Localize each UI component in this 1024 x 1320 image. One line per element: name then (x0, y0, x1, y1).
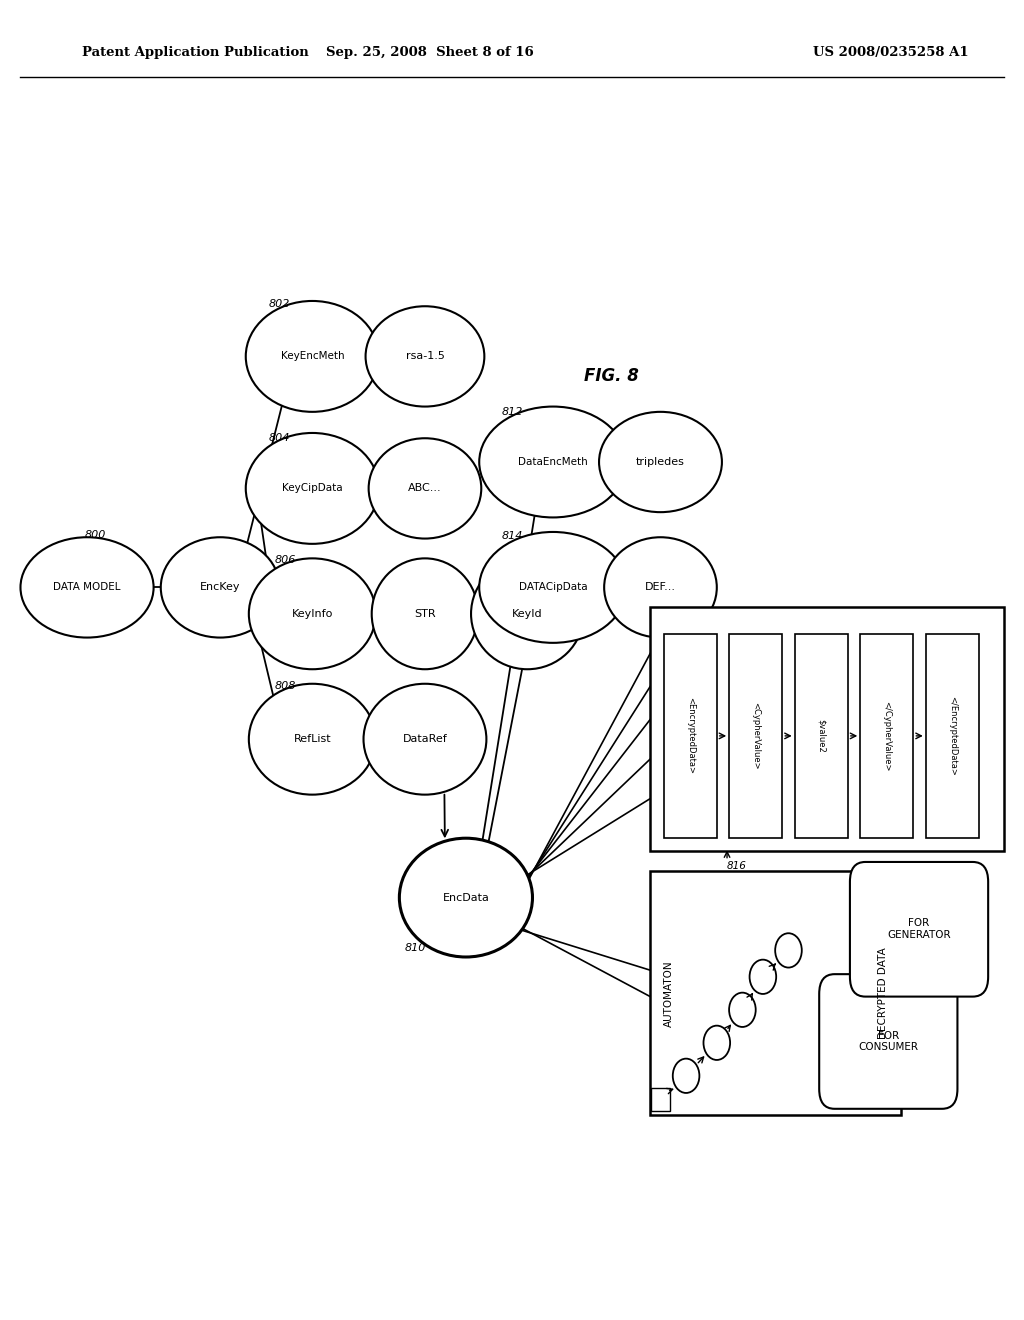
FancyBboxPatch shape (650, 607, 1004, 851)
Text: 816
MESSAGE
TEMPLATE: 816 MESSAGE TEMPLATE (727, 861, 780, 894)
Ellipse shape (479, 532, 627, 643)
Text: </EncryptedData>: </EncryptedData> (948, 696, 956, 776)
Text: KeyEncMeth: KeyEncMeth (281, 351, 344, 362)
Text: FOR
GENERATOR: FOR GENERATOR (887, 919, 951, 940)
Text: <CypherValue>: <CypherValue> (752, 702, 760, 770)
FancyBboxPatch shape (729, 634, 782, 838)
Text: RefList: RefList (294, 734, 331, 744)
Text: DECRYPTED DATA: DECRYPTED DATA (878, 948, 888, 1039)
FancyBboxPatch shape (664, 634, 717, 838)
Text: <EncryptedData>: <EncryptedData> (686, 697, 694, 775)
Text: DATACipData: DATACipData (518, 582, 588, 593)
Text: 806: 806 (274, 554, 296, 565)
Text: 804: 804 (268, 433, 290, 444)
Ellipse shape (246, 301, 379, 412)
Text: 808: 808 (274, 681, 296, 692)
Text: KeyInfo: KeyInfo (292, 609, 333, 619)
Ellipse shape (471, 558, 584, 669)
Text: KeyCipData: KeyCipData (282, 483, 343, 494)
Text: STR: STR (414, 609, 436, 619)
Text: EncData: EncData (442, 892, 489, 903)
FancyBboxPatch shape (850, 862, 988, 997)
Text: $value2: $value2 (817, 719, 825, 752)
Text: KeyId: KeyId (512, 609, 543, 619)
Text: 814: 814 (502, 531, 523, 541)
Ellipse shape (372, 558, 478, 669)
Ellipse shape (604, 537, 717, 638)
Text: FIG. 8: FIG. 8 (584, 367, 639, 385)
FancyBboxPatch shape (795, 634, 848, 838)
Ellipse shape (20, 537, 154, 638)
Ellipse shape (364, 684, 486, 795)
Ellipse shape (369, 438, 481, 539)
Ellipse shape (249, 684, 376, 795)
Text: rsa-1.5: rsa-1.5 (406, 351, 444, 362)
Text: Patent Application Publication: Patent Application Publication (82, 46, 308, 59)
FancyBboxPatch shape (860, 634, 913, 838)
Ellipse shape (246, 433, 379, 544)
Text: AUTOMATON: AUTOMATON (664, 960, 674, 1027)
Text: DATA MODEL: DATA MODEL (53, 582, 121, 593)
Text: 802: 802 (268, 298, 290, 309)
Text: 810: 810 (404, 942, 426, 953)
Text: DataRef: DataRef (402, 734, 447, 744)
Text: FOR
CONSUMER: FOR CONSUMER (858, 1031, 919, 1052)
Ellipse shape (599, 412, 722, 512)
Text: US 2008/0235258 A1: US 2008/0235258 A1 (813, 46, 969, 59)
Ellipse shape (161, 537, 280, 638)
Ellipse shape (399, 838, 532, 957)
Text: ABC...: ABC... (409, 483, 441, 494)
FancyBboxPatch shape (650, 871, 901, 1115)
Text: Sep. 25, 2008  Sheet 8 of 16: Sep. 25, 2008 Sheet 8 of 16 (327, 46, 534, 59)
Ellipse shape (249, 558, 376, 669)
Text: tripledes: tripledes (636, 457, 685, 467)
Ellipse shape (366, 306, 484, 407)
Ellipse shape (479, 407, 627, 517)
FancyBboxPatch shape (926, 634, 979, 838)
Text: 800: 800 (85, 529, 106, 540)
Text: 812: 812 (502, 407, 523, 417)
Text: EncKey: EncKey (200, 582, 241, 593)
FancyBboxPatch shape (819, 974, 957, 1109)
Text: </CypherValue>: </CypherValue> (883, 701, 891, 771)
Text: DEF...: DEF... (645, 582, 676, 593)
Text: DataEncMeth: DataEncMeth (518, 457, 588, 467)
FancyBboxPatch shape (651, 1088, 670, 1111)
